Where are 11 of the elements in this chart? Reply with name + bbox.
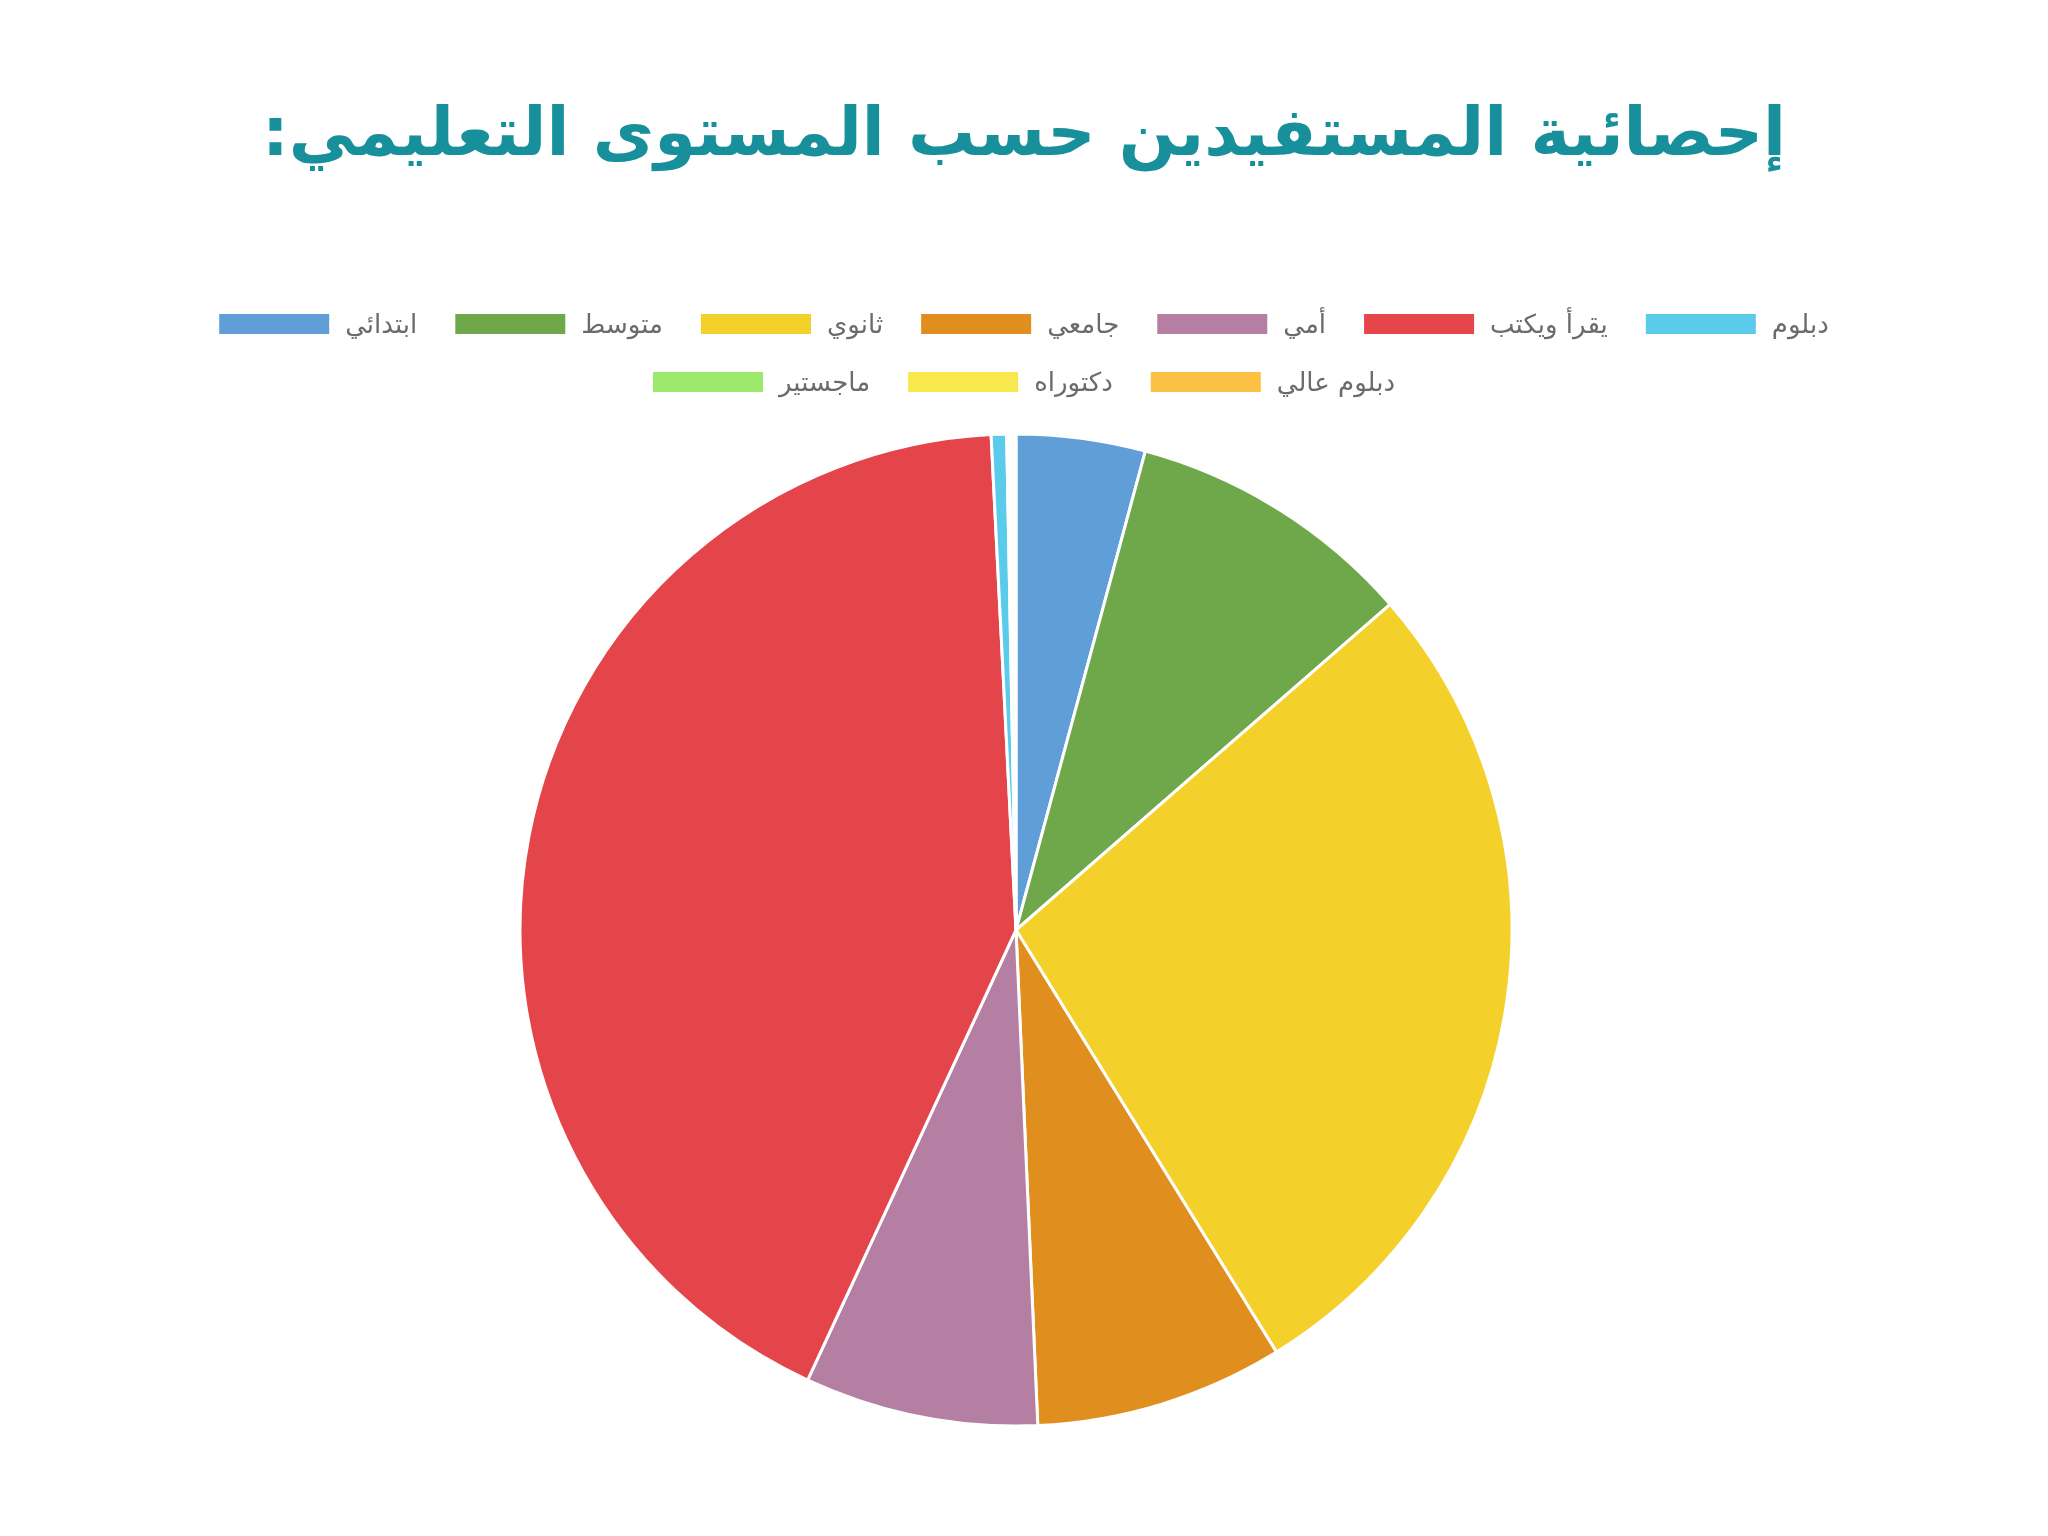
legend-label: يقرأ ويكتب	[1490, 306, 1608, 341]
legend-label: ماجستير	[776, 367, 871, 399]
legend-label: دبلوم عالي	[1276, 367, 1396, 399]
chart-title: إحصائية المستفيدين حسب المستوى التعليمي:	[261, 93, 1787, 173]
legend-label: أمي	[1283, 306, 1327, 340]
legend-label: ثانوي	[826, 309, 884, 341]
legend-label: ابتدائي	[345, 309, 418, 340]
legend-label: جامعي	[1047, 309, 1120, 340]
legend-label: دكتوراه	[1034, 367, 1113, 399]
legend-label: متوسط	[581, 309, 663, 341]
legend-label: دبلوم	[1771, 309, 1829, 341]
